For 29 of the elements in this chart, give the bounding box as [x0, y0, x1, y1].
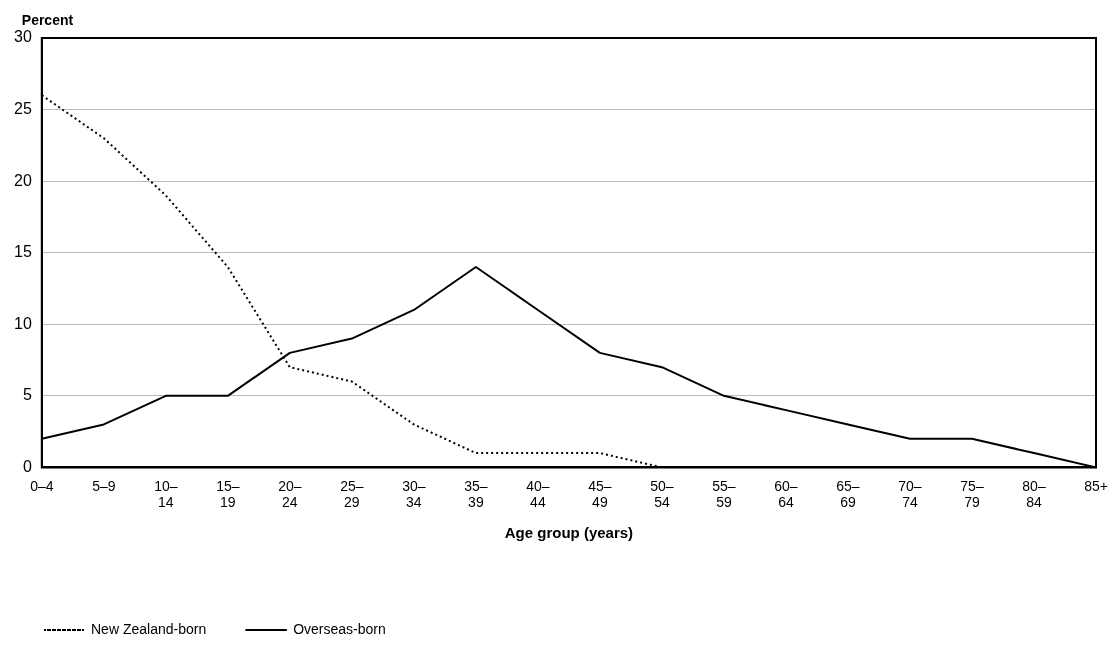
y-axis-title: Percent	[21, 11, 74, 28]
legend-label: Overseas-born	[293, 620, 386, 637]
y-tick-label: 20	[14, 171, 32, 189]
x-tick-label: 10– 14	[154, 477, 178, 511]
x-tick-label: 75– 79	[960, 477, 984, 511]
legend-label: New Zealand-born	[91, 620, 207, 637]
x-tick-label: 20– 24	[278, 477, 302, 511]
x-tick-label: 25– 29	[340, 477, 364, 511]
y-tick-label: 5	[22, 386, 32, 404]
x-tick-label: 0–4	[30, 477, 54, 494]
x-tick-label: 85+	[1084, 477, 1108, 494]
y-tick-label: 15	[14, 243, 32, 261]
x-tick-label: 55– 59	[712, 477, 736, 511]
x-tick-label: 35– 39	[464, 477, 488, 511]
y-tick-label: 10	[14, 314, 32, 332]
x-tick-label: 60– 64	[774, 477, 798, 511]
x-tick-label: 50– 54	[650, 477, 674, 511]
y-tick-label: 0	[22, 457, 32, 475]
x-tick-label: 5–9	[92, 477, 116, 494]
x-tick-label: 80– 84	[1022, 477, 1046, 511]
x-axis-title: Age group (years)	[504, 524, 634, 542]
x-tick-label: 30– 34	[402, 477, 426, 511]
x-tick-label: 45– 49	[588, 477, 612, 511]
y-tick-label: 25	[14, 99, 32, 117]
x-tick-label: 70– 74	[898, 477, 922, 511]
x-tick-label: 65– 69	[836, 477, 860, 511]
x-tick-label: 40– 44	[526, 477, 550, 511]
y-tick-label: 30	[14, 28, 32, 46]
x-tick-label: 15– 19	[216, 477, 240, 511]
